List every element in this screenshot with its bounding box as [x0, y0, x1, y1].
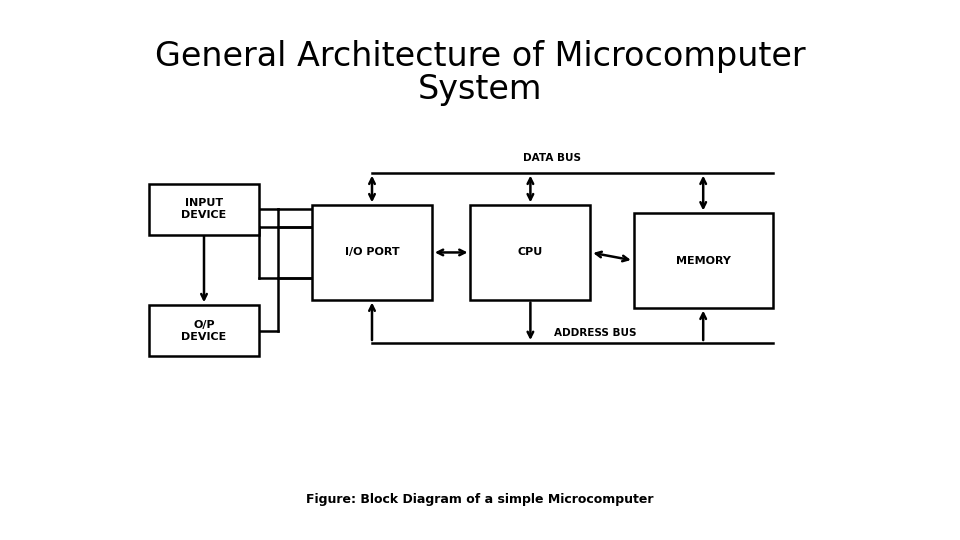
- Bar: [312, 205, 432, 300]
- Text: DATA BUS: DATA BUS: [523, 153, 581, 163]
- Bar: [634, 213, 773, 308]
- Text: General Architecture of Microcomputer: General Architecture of Microcomputer: [155, 40, 805, 73]
- Text: CPU: CPU: [517, 247, 543, 258]
- Text: System: System: [418, 72, 542, 106]
- Text: INPUT
DEVICE: INPUT DEVICE: [181, 199, 227, 220]
- Text: ADDRESS BUS: ADDRESS BUS: [554, 327, 636, 338]
- Text: Figure: Block Diagram of a simple Microcomputer: Figure: Block Diagram of a simple Microc…: [306, 493, 654, 506]
- Bar: [149, 305, 259, 356]
- Text: I/O PORT: I/O PORT: [345, 247, 399, 258]
- Bar: [149, 184, 259, 235]
- Bar: [470, 205, 590, 300]
- Text: MEMORY: MEMORY: [676, 255, 731, 266]
- Text: O/P
DEVICE: O/P DEVICE: [181, 320, 227, 342]
